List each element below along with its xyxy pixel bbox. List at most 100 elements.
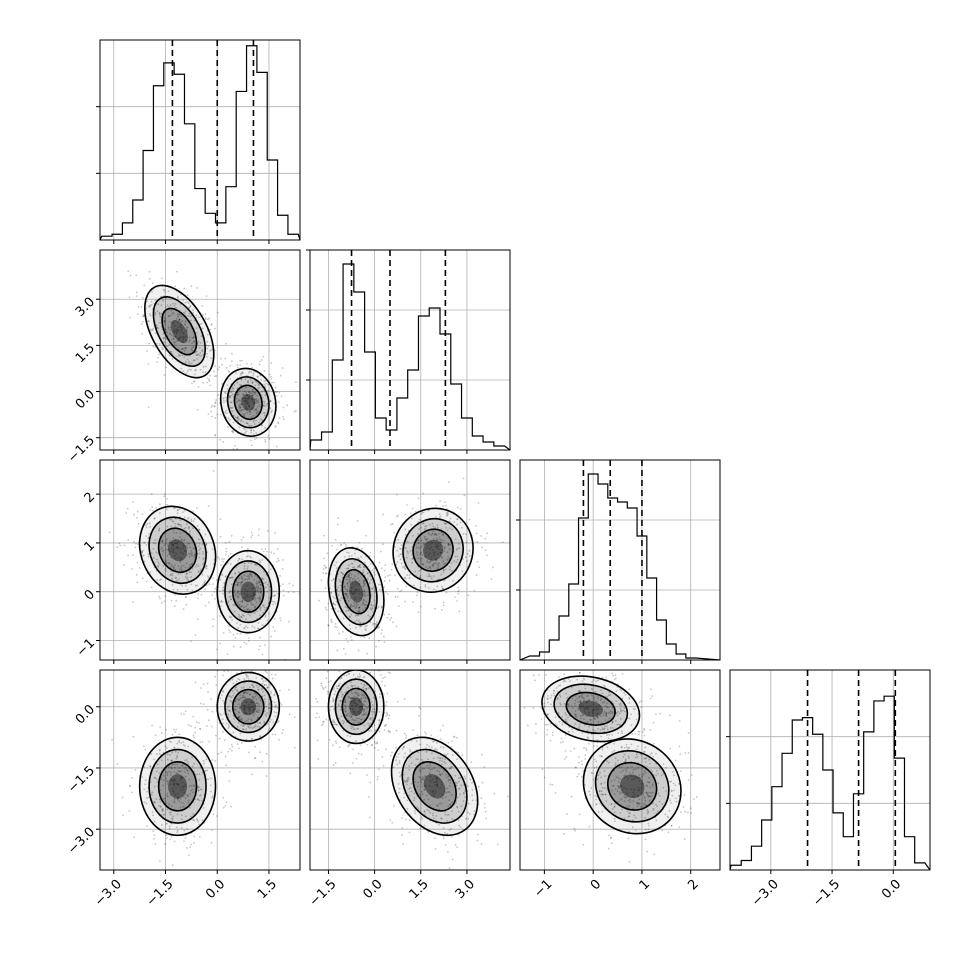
- scatter-point: [263, 721, 266, 724]
- scatter-point: [355, 588, 358, 591]
- scatter-point: [198, 778, 201, 781]
- scatter-point: [237, 710, 240, 713]
- scatter-point: [342, 630, 344, 633]
- scatter-point: [272, 590, 275, 593]
- scatter-point: [363, 636, 366, 639]
- scatter-point: [240, 581, 243, 584]
- scatter-point: [594, 730, 597, 732]
- scatter-point: [544, 673, 547, 676]
- scatter-point: [236, 417, 239, 420]
- scatter-point: [222, 397, 225, 400]
- scatter-point: [276, 445, 278, 448]
- scatter-point: [364, 561, 366, 564]
- scatter-point: [155, 342, 158, 345]
- scatter-point: [331, 544, 333, 547]
- scatter-point: [431, 768, 434, 770]
- scatter-point: [597, 728, 600, 730]
- scatter-point: [215, 375, 218, 377]
- scatter-point: [429, 804, 431, 807]
- scatter-point: [151, 282, 154, 284]
- scatter-point: [617, 710, 619, 713]
- scatter-point: [601, 676, 604, 679]
- scatter-point: [582, 699, 585, 702]
- scatter-point: [647, 828, 650, 831]
- scatter-point: [379, 583, 382, 586]
- scatter-point: [259, 592, 262, 595]
- scatter-point: [195, 314, 198, 317]
- scatter-point: [263, 710, 266, 713]
- scatter-point: [432, 563, 435, 566]
- scatter-point: [162, 814, 165, 816]
- scatter-point: [192, 380, 195, 383]
- scatter-point: [191, 342, 194, 345]
- scatter-point: [158, 804, 160, 807]
- scatter-point: [424, 525, 427, 528]
- scatter-point: [243, 627, 246, 629]
- scatter-point: [234, 686, 237, 689]
- scatter-point: [423, 810, 426, 813]
- scatter-point: [236, 592, 239, 594]
- scatter-point: [183, 840, 186, 843]
- scatter-point: [261, 690, 264, 693]
- scatter-point: [257, 648, 260, 651]
- density-shade: [423, 774, 446, 799]
- scatter-point: [238, 405, 241, 408]
- scatter-point: [245, 711, 247, 714]
- scatter-point: [126, 507, 129, 510]
- scatter-point: [258, 725, 261, 728]
- scatter-point: [449, 543, 452, 546]
- scatter-point: [135, 291, 138, 294]
- scatter-point: [422, 777, 424, 780]
- scatter-point: [429, 575, 432, 578]
- scatter-point: [440, 802, 443, 805]
- scatter-point: [241, 600, 243, 603]
- scatter-point: [250, 701, 253, 704]
- scatter-point: [257, 711, 260, 713]
- scatter-point: [501, 541, 504, 544]
- scatter-point: [209, 374, 212, 377]
- scatter-point: [346, 551, 348, 554]
- scatter-point: [175, 728, 178, 731]
- scatter-point: [251, 394, 254, 397]
- scatter-point: [417, 532, 419, 535]
- scatter-point: [325, 677, 328, 679]
- scatter-point: [204, 317, 207, 320]
- scatter-point: [232, 387, 235, 390]
- scatter-point: [127, 554, 129, 557]
- scatter-point: [127, 539, 130, 542]
- scatter-point: [619, 702, 622, 705]
- scatter-point: [288, 582, 291, 585]
- scatter-point: [348, 576, 351, 579]
- scatter-point: [338, 578, 341, 581]
- scatter-point: [237, 581, 240, 584]
- scatter-point: [232, 414, 235, 417]
- scatter-point: [448, 767, 451, 770]
- scatter-point: [611, 751, 614, 753]
- scatter-point: [165, 770, 168, 773]
- scatter-point: [576, 678, 579, 681]
- scatter-point: [235, 372, 237, 374]
- scatter-point: [270, 361, 273, 364]
- scatter-point: [183, 767, 186, 770]
- scatter-point: [259, 360, 261, 363]
- scatter-point: [643, 734, 646, 737]
- scatter-point: [259, 595, 261, 598]
- scatter-point: [443, 753, 446, 756]
- scatter-point: [399, 547, 401, 550]
- scatter-point: [467, 594, 470, 597]
- scatter-point: [350, 613, 353, 616]
- scatter-point: [263, 402, 266, 405]
- scatter-point: [350, 562, 353, 565]
- scatter-point: [192, 510, 195, 513]
- scatter-point: [333, 564, 336, 567]
- histogram-bin: [418, 316, 429, 450]
- scatter-point: [645, 765, 648, 768]
- scatter-point: [604, 685, 606, 688]
- scatter-point: [254, 384, 257, 387]
- scatter-point: [165, 345, 168, 348]
- scatter-point: [167, 561, 170, 564]
- histogram-bin: [823, 770, 833, 870]
- scatter-point: [449, 779, 452, 782]
- scatter-point: [175, 599, 178, 602]
- scatter-point: [462, 533, 465, 535]
